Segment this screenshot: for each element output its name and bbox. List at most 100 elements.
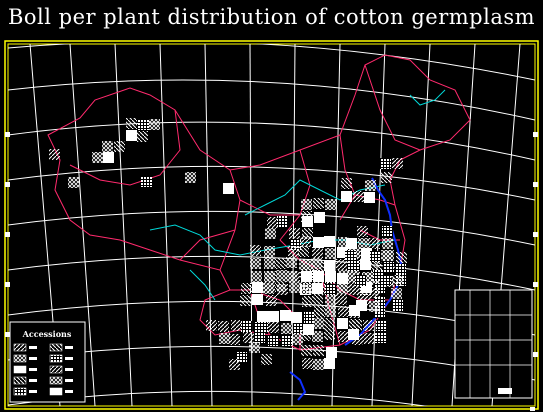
- accession-cell: [286, 257, 297, 268]
- accession-cell: [137, 131, 148, 142]
- accession-cell: [346, 238, 357, 249]
- accession-cell: [312, 331, 323, 342]
- accession-cell: [185, 172, 196, 183]
- accession-cell: [219, 333, 230, 344]
- accession-cell: [375, 332, 386, 343]
- accession-cell: [324, 358, 335, 369]
- accession-cell: [312, 247, 323, 258]
- legend-label-mark: [29, 390, 37, 393]
- legend-swatch: [49, 365, 63, 374]
- accession-cell: [369, 238, 380, 249]
- accession-cell: [265, 271, 276, 282]
- accession-cell: [361, 282, 372, 293]
- accession-cell: [302, 296, 313, 307]
- accession-cell: [289, 271, 300, 282]
- accession-cell: [264, 258, 275, 269]
- accession-cell: [231, 320, 242, 331]
- accession-cell: [364, 192, 375, 203]
- legend-label-mark: [65, 368, 73, 371]
- accession-cell: [363, 320, 374, 331]
- accession-cell: [291, 312, 302, 323]
- accession-cell: [275, 258, 286, 269]
- accession-cell: [301, 271, 312, 282]
- accession-cell: [280, 310, 291, 321]
- accession-cell: [266, 295, 277, 306]
- accession-cell: [288, 246, 299, 257]
- accession-cell: [302, 259, 313, 270]
- accession-cell: [371, 262, 382, 273]
- accession-cell: [218, 321, 229, 332]
- accession-cell: [336, 294, 347, 305]
- accession-cell: [289, 228, 300, 239]
- accession-cell: [252, 282, 263, 293]
- accession-cell: [357, 250, 368, 261]
- accession-cell: [251, 271, 262, 282]
- accession-cell: [114, 141, 125, 152]
- accession-cell: [268, 322, 279, 333]
- accession-cell: [357, 226, 368, 237]
- accession-cell: [241, 321, 252, 332]
- legend-swatch: [49, 387, 63, 396]
- accession-cell: [380, 275, 391, 286]
- map-frame-outer: [4, 40, 539, 410]
- accession-cell: [324, 260, 335, 271]
- accession-cell: [362, 272, 373, 283]
- accession-cell: [68, 177, 79, 188]
- accession-cell: [382, 238, 393, 249]
- accession-cell: [325, 295, 336, 306]
- accession-cell: [395, 264, 406, 275]
- accession-cell: [252, 294, 263, 305]
- accession-cell: [392, 158, 403, 169]
- accession-cell: [352, 334, 363, 345]
- accession-cell: [206, 320, 217, 331]
- accession-cell: [313, 198, 324, 209]
- accession-cell: [281, 335, 292, 346]
- accession-cell: [243, 332, 254, 343]
- accession-cell: [261, 354, 272, 365]
- accession-cell: [301, 284, 312, 295]
- accession-cell: [369, 287, 380, 298]
- legend-label-mark: [29, 368, 37, 371]
- accession-cell: [314, 305, 325, 316]
- accession-cell: [267, 217, 278, 228]
- accession-cell: [313, 318, 324, 329]
- accession-cell: [268, 311, 279, 322]
- accession-cell: [302, 216, 313, 227]
- legend-label-mark: [29, 346, 37, 349]
- accession-cell: [325, 306, 336, 317]
- accession-cell: [313, 359, 324, 370]
- accession-cell: [229, 359, 240, 370]
- accession-cell: [341, 191, 352, 202]
- accession-cell: [298, 246, 309, 257]
- accession-cell: [338, 306, 349, 317]
- accession-cell: [302, 228, 313, 239]
- accession-cell: [141, 176, 152, 187]
- accession-cell: [353, 191, 364, 202]
- accession-cell: [149, 119, 160, 130]
- accession-cell: [313, 272, 324, 283]
- accession-cell: [293, 323, 304, 334]
- accession-cell: [250, 245, 261, 256]
- accession-cell: [265, 228, 276, 239]
- accession-cell: [381, 172, 392, 183]
- accession-cell: [374, 307, 385, 318]
- accession-cell: [126, 118, 137, 129]
- accession-cell: [356, 300, 367, 311]
- accession-cell: [303, 324, 314, 335]
- accession-cell: [49, 149, 60, 160]
- legend-label-mark: [65, 357, 73, 360]
- accession-cell: [338, 237, 349, 248]
- accession-cell: [324, 329, 335, 340]
- accession-cell: [241, 283, 252, 294]
- accession-cell: [223, 183, 234, 194]
- accession-cell: [312, 295, 323, 306]
- legend-swatch: [49, 343, 63, 352]
- accession-cells: [49, 118, 407, 370]
- legend-swatch: [13, 387, 27, 396]
- accession-cell: [325, 199, 336, 210]
- accession-cell: [300, 330, 311, 341]
- accession-cell: [249, 342, 260, 353]
- accession-cell: [348, 260, 359, 271]
- accession-cell: [324, 236, 335, 247]
- legend-swatch: [13, 343, 27, 352]
